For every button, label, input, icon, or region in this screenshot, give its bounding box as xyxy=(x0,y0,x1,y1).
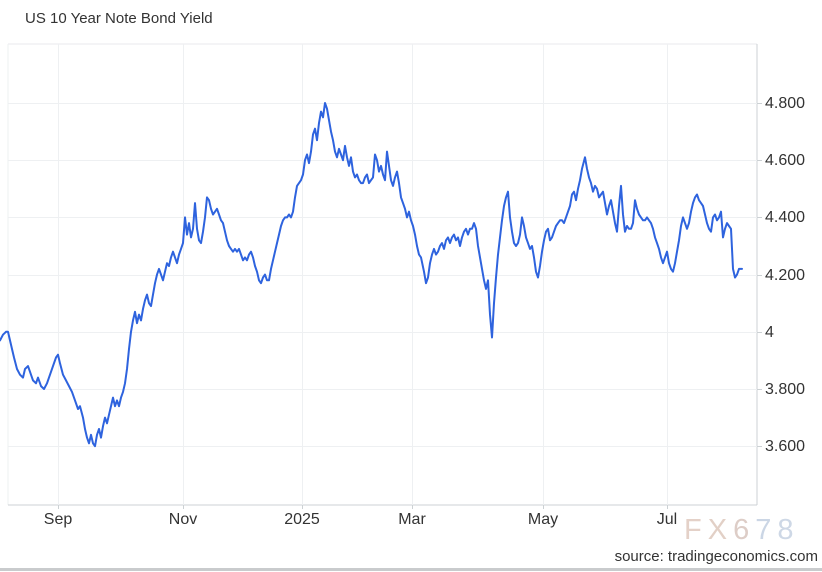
watermark-letter: 7 xyxy=(755,514,778,546)
watermark-letter: 6 xyxy=(733,514,756,546)
y-axis-tick-label: 4.600 xyxy=(765,151,806,169)
fx678-watermark: FX678 xyxy=(684,514,799,547)
x-axis-tick-label: Nov xyxy=(168,511,198,528)
x-axis-tick-label: 2025 xyxy=(284,511,320,528)
watermark-letter: 8 xyxy=(777,514,800,546)
x-axis-tick-label: Mar xyxy=(398,511,426,528)
x-axis-tick-label: May xyxy=(527,511,559,528)
x-axis-tick-label: Sep xyxy=(43,511,73,528)
bottom-bar xyxy=(0,568,822,571)
x-axis-tick-label: Jul xyxy=(656,511,678,528)
yield-line-series xyxy=(0,102,743,448)
y-axis-tick-label: 4.800 xyxy=(765,94,806,112)
y-axis-tick-label: 4.400 xyxy=(765,208,806,226)
chart-title: US 10 Year Note Bond Yield xyxy=(25,10,213,27)
y-axis-tick-label: 4.200 xyxy=(765,266,806,284)
y-axis-tick-label: 3.800 xyxy=(765,380,806,398)
watermark-letter: X xyxy=(707,514,734,546)
y-axis-tick-label: 3.600 xyxy=(765,437,806,455)
watermark-letter: F xyxy=(684,514,708,546)
source-attribution: source: tradingeconomics.com xyxy=(614,548,818,565)
y-axis-tick-label: 4 xyxy=(765,323,774,341)
